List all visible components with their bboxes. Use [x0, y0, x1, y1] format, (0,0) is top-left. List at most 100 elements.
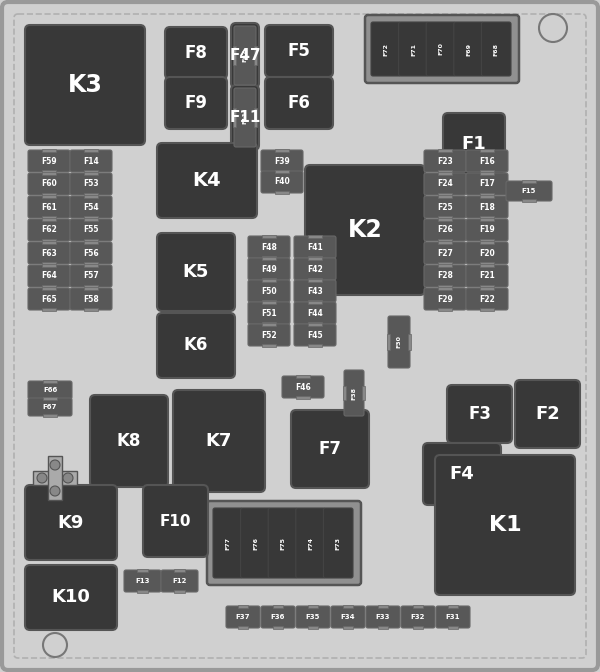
Bar [308, 257, 322, 260]
FancyBboxPatch shape [294, 258, 336, 280]
Text: F7: F7 [319, 440, 341, 458]
FancyBboxPatch shape [70, 150, 112, 172]
Text: F18: F18 [479, 202, 495, 212]
Circle shape [50, 486, 60, 496]
Bar [308, 279, 322, 282]
FancyBboxPatch shape [426, 22, 456, 76]
Bar [262, 300, 275, 303]
Bar [308, 278, 322, 281]
FancyBboxPatch shape [443, 113, 505, 175]
Bar [85, 216, 98, 219]
Bar [308, 300, 322, 303]
Text: F11: F11 [229, 110, 260, 125]
FancyBboxPatch shape [28, 219, 70, 241]
Text: F25: F25 [437, 202, 453, 212]
Bar [448, 605, 458, 608]
Text: F2: F2 [535, 405, 560, 423]
FancyBboxPatch shape [28, 381, 72, 399]
FancyBboxPatch shape [90, 395, 168, 487]
FancyBboxPatch shape [331, 606, 365, 628]
Text: F23: F23 [437, 157, 453, 165]
Text: K9: K9 [58, 513, 84, 532]
FancyBboxPatch shape [466, 173, 508, 195]
Bar [439, 149, 452, 152]
FancyBboxPatch shape [157, 233, 235, 311]
Bar [521, 199, 536, 202]
FancyBboxPatch shape [124, 570, 161, 592]
Text: F34: F34 [341, 614, 355, 620]
Bar [481, 287, 494, 290]
Bar [481, 216, 494, 219]
Bar [481, 172, 494, 175]
Bar [408, 333, 411, 350]
Text: F16: F16 [479, 157, 495, 165]
Bar [275, 170, 289, 173]
FancyBboxPatch shape [213, 508, 242, 578]
Text: F64: F64 [41, 271, 57, 280]
Bar [343, 605, 353, 608]
FancyBboxPatch shape [344, 370, 364, 416]
FancyBboxPatch shape [157, 143, 257, 218]
FancyBboxPatch shape [424, 242, 466, 264]
Bar [439, 285, 452, 288]
Bar [308, 344, 322, 347]
FancyBboxPatch shape [226, 606, 260, 628]
Bar [254, 46, 257, 65]
Text: F10: F10 [160, 513, 191, 528]
Bar [439, 172, 452, 175]
FancyBboxPatch shape [261, 606, 295, 628]
FancyBboxPatch shape [70, 219, 112, 241]
Text: K7: K7 [206, 432, 232, 450]
FancyBboxPatch shape [481, 22, 511, 76]
Text: F77: F77 [226, 536, 230, 550]
Bar [362, 386, 365, 401]
FancyBboxPatch shape [268, 508, 298, 578]
Bar [481, 218, 494, 221]
FancyBboxPatch shape [424, 173, 466, 195]
FancyBboxPatch shape [165, 27, 227, 79]
Text: K5: K5 [183, 263, 209, 281]
Bar [262, 257, 275, 260]
FancyBboxPatch shape [424, 196, 466, 218]
Text: F6: F6 [287, 94, 310, 112]
Text: F58: F58 [83, 294, 99, 304]
Bar [137, 590, 148, 593]
Text: F48: F48 [261, 243, 277, 251]
Text: F74: F74 [308, 536, 313, 550]
FancyBboxPatch shape [305, 165, 425, 295]
Bar [378, 626, 388, 629]
Bar [262, 344, 275, 347]
FancyBboxPatch shape [365, 15, 519, 83]
Text: F45: F45 [307, 331, 323, 339]
Text: F68: F68 [494, 42, 499, 56]
Text: K8: K8 [117, 432, 141, 450]
Bar [262, 279, 275, 282]
FancyBboxPatch shape [234, 88, 256, 147]
Bar [85, 172, 98, 175]
Bar [174, 590, 185, 593]
FancyBboxPatch shape [248, 236, 290, 258]
Bar [308, 323, 322, 326]
Bar [481, 285, 494, 288]
Text: F38: F38 [352, 386, 356, 399]
FancyBboxPatch shape [398, 22, 428, 76]
FancyBboxPatch shape [25, 485, 117, 560]
Bar [48, 456, 62, 500]
Bar [43, 308, 56, 311]
FancyBboxPatch shape [265, 77, 333, 129]
Text: F75: F75 [281, 536, 286, 550]
FancyBboxPatch shape [424, 265, 466, 287]
Bar [439, 193, 452, 196]
Text: F70: F70 [439, 42, 443, 55]
Bar [85, 308, 98, 311]
Text: F9: F9 [185, 94, 208, 112]
FancyBboxPatch shape [248, 324, 290, 346]
FancyBboxPatch shape [466, 265, 508, 287]
Text: F63: F63 [41, 249, 57, 257]
FancyBboxPatch shape [466, 242, 508, 264]
Text: K3: K3 [68, 73, 103, 97]
Bar [85, 218, 98, 221]
FancyBboxPatch shape [248, 302, 290, 324]
Bar [238, 626, 248, 629]
Text: F21: F21 [479, 271, 495, 280]
